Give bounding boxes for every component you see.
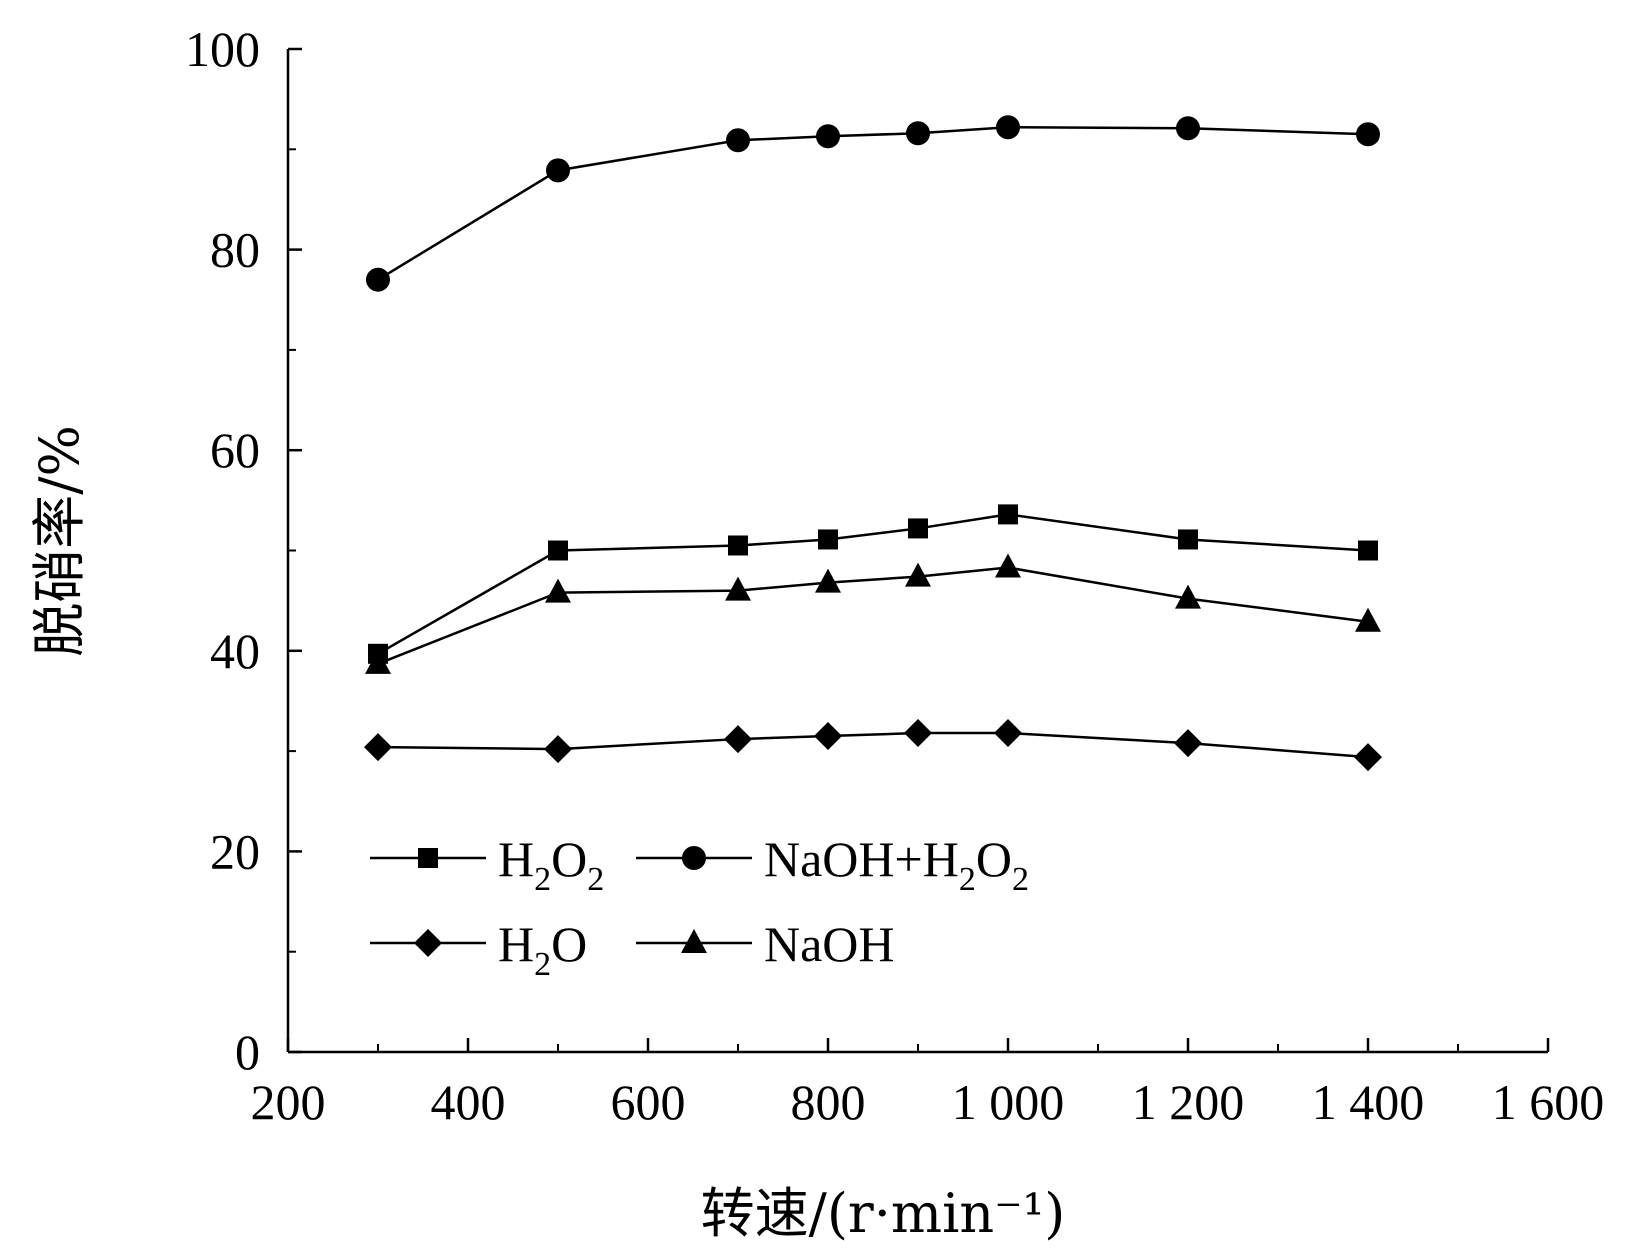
data-point xyxy=(818,529,838,550)
data-point xyxy=(996,115,1020,140)
data-point xyxy=(546,158,570,183)
data-point xyxy=(1176,116,1200,141)
data-point xyxy=(1174,729,1202,758)
legend-label: H2O2 xyxy=(498,831,604,898)
data-point xyxy=(816,124,840,149)
data-point xyxy=(1355,607,1381,632)
data-point xyxy=(998,504,1018,525)
legend-label: NaOH xyxy=(764,916,895,972)
data-point xyxy=(726,128,750,153)
data-point xyxy=(904,719,932,748)
legend-marker xyxy=(681,929,707,953)
data-point xyxy=(364,733,392,762)
data-point xyxy=(365,649,391,674)
x-tick-label: 1 400 xyxy=(1312,1074,1425,1130)
x-tick-label: 200 xyxy=(251,1074,326,1130)
data-point xyxy=(725,576,751,601)
y-tick-label: 40 xyxy=(210,623,260,679)
data-point xyxy=(548,540,568,561)
legend-item: NaOH+H2O2 xyxy=(636,831,1029,898)
x-tick-label: 1 000 xyxy=(952,1074,1065,1130)
data-point xyxy=(366,267,390,292)
x-tick-label: 800 xyxy=(791,1074,866,1130)
y-tick-label: 100 xyxy=(185,21,260,77)
series-line xyxy=(377,566,1369,666)
x-tick-label: 600 xyxy=(611,1074,686,1130)
data-point xyxy=(545,578,571,603)
legend: H2O2 NaOH+H2O2 H2O NaOH xyxy=(370,831,1029,983)
legend-marker xyxy=(414,929,442,957)
data-point xyxy=(724,725,752,754)
data-point xyxy=(815,568,841,593)
legend-item: H2O2 xyxy=(370,831,604,898)
legend-label: H2O xyxy=(498,916,587,983)
x-tick-label: 1 200 xyxy=(1132,1074,1245,1130)
y-axis-title: 脱硝率/% xyxy=(28,425,91,657)
legend-label: NaOH+H2O2 xyxy=(764,831,1029,898)
data-point xyxy=(995,553,1021,578)
legend-item: H2O xyxy=(370,916,587,983)
data-point xyxy=(1356,122,1380,147)
data-point xyxy=(1175,584,1201,609)
series-line xyxy=(377,731,1369,759)
data-point xyxy=(728,535,748,556)
series-line xyxy=(377,513,1369,655)
series-line xyxy=(377,125,1369,281)
legend-marker xyxy=(682,846,706,870)
data-point xyxy=(906,121,930,146)
legend-item: NaOH xyxy=(636,916,895,972)
axes: 0 20 40 60 80 100 200 400 600 800 1 000 1 200 1 400 1… xyxy=(185,21,1604,1130)
series-diamond xyxy=(364,719,1382,772)
data-point xyxy=(1358,540,1378,561)
data-point xyxy=(994,719,1022,748)
legend-marker xyxy=(418,848,438,868)
x-tick-label: 400 xyxy=(431,1074,506,1130)
y-tick-label: 60 xyxy=(210,422,260,478)
y-tick-label: 80 xyxy=(210,222,260,278)
data-point xyxy=(544,735,572,764)
y-tick-label: 0 xyxy=(235,1024,260,1080)
data-point xyxy=(905,562,931,587)
series-square xyxy=(368,504,1378,664)
x-axis-title: 转速/(r·min⁻¹) xyxy=(701,1182,1066,1245)
series-layer xyxy=(364,115,1382,772)
y-tick-label: 20 xyxy=(210,823,260,879)
x-tick-label: 1 600 xyxy=(1492,1074,1605,1130)
data-point xyxy=(1354,743,1382,772)
series-triangle xyxy=(365,553,1381,674)
data-point xyxy=(1178,529,1198,550)
data-point xyxy=(814,722,842,751)
series-circle xyxy=(366,115,1380,292)
data-point xyxy=(908,518,928,539)
